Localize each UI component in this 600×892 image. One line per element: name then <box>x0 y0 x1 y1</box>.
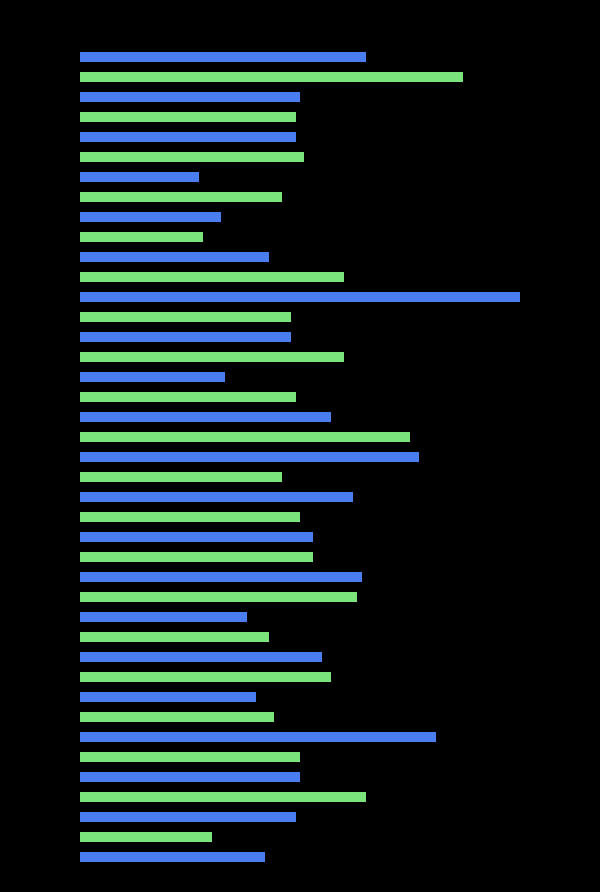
bar-29 <box>80 632 269 642</box>
bar-27 <box>80 592 357 602</box>
bar-14 <box>80 332 291 342</box>
bar-24 <box>80 532 313 542</box>
bar-40 <box>80 852 265 862</box>
bar-22 <box>80 492 353 502</box>
bar-4 <box>80 132 296 142</box>
horizontal-bar-chart <box>0 0 600 892</box>
bar-8 <box>80 212 221 222</box>
bar-11 <box>80 272 344 282</box>
bar-15 <box>80 352 344 362</box>
bar-21 <box>80 472 282 482</box>
bar-19 <box>80 432 410 442</box>
bar-3 <box>80 112 296 122</box>
bar-7 <box>80 192 282 202</box>
bar-5 <box>80 152 304 162</box>
bar-9 <box>80 232 203 242</box>
bar-26 <box>80 572 362 582</box>
bar-6 <box>80 172 199 182</box>
bar-36 <box>80 772 300 782</box>
bar-25 <box>80 552 313 562</box>
bar-1 <box>80 72 463 82</box>
bar-20 <box>80 452 419 462</box>
bar-37 <box>80 792 366 802</box>
bar-18 <box>80 412 331 422</box>
bar-17 <box>80 392 296 402</box>
bar-32 <box>80 692 256 702</box>
bar-16 <box>80 372 225 382</box>
bar-28 <box>80 612 247 622</box>
bar-31 <box>80 672 331 682</box>
bar-23 <box>80 512 300 522</box>
bar-34 <box>80 732 436 742</box>
bar-35 <box>80 752 300 762</box>
bar-10 <box>80 252 269 262</box>
bar-30 <box>80 652 322 662</box>
bar-33 <box>80 712 274 722</box>
bar-39 <box>80 832 212 842</box>
bar-13 <box>80 312 291 322</box>
bar-38 <box>80 812 296 822</box>
bar-12 <box>80 292 520 302</box>
bar-0 <box>80 52 366 62</box>
bar-2 <box>80 92 300 102</box>
